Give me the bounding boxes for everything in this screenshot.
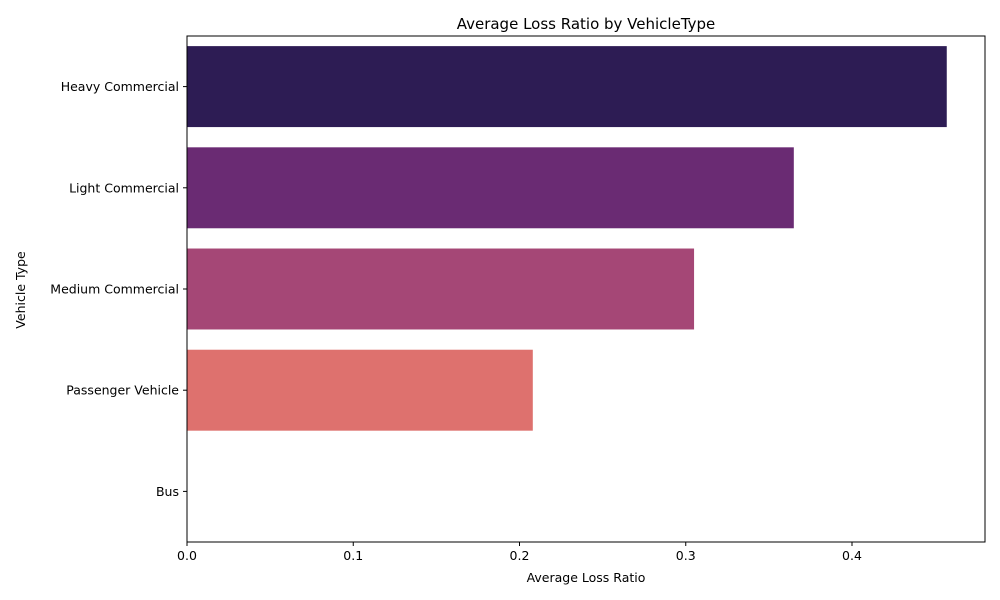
- x-tick-label: 0.4: [842, 548, 862, 563]
- y-axis-ticks: Heavy Commercial Light Commercial Medium C…: [50, 79, 187, 499]
- x-tick-label: 0.3: [676, 548, 696, 563]
- y-tick-label: Heavy Commercial: [61, 79, 179, 94]
- bar-medium-commercial: [187, 248, 695, 330]
- y-tick-label: Bus: [156, 484, 179, 499]
- plot-area: Heavy Commercial Light Commercial Medium C…: [50, 35, 986, 563]
- y-tick-label: Light Commercial: [69, 180, 179, 195]
- x-tick-label: 0.1: [343, 548, 363, 563]
- bar-group: [187, 46, 947, 431]
- bar-passenger-vehicle: [187, 349, 533, 431]
- x-tick-label: 0.2: [510, 548, 530, 563]
- x-axis-ticks: 0.0 0.1 0.2 0.3 0.4: [177, 542, 862, 563]
- bar-light-commercial: [187, 147, 794, 229]
- y-tick-label: Passenger Vehicle: [66, 383, 179, 398]
- x-tick-label: 0.0: [177, 548, 197, 563]
- chart-title: Average Loss Ratio by VehicleType: [457, 15, 716, 33]
- y-tick-label: Medium Commercial: [50, 282, 179, 297]
- plot-frame: [186, 35, 986, 543]
- x-axis-title: Average Loss Ratio: [527, 570, 646, 585]
- bar-heavy-commercial: [187, 46, 947, 128]
- y-axis-title: Vehicle Type: [13, 251, 28, 329]
